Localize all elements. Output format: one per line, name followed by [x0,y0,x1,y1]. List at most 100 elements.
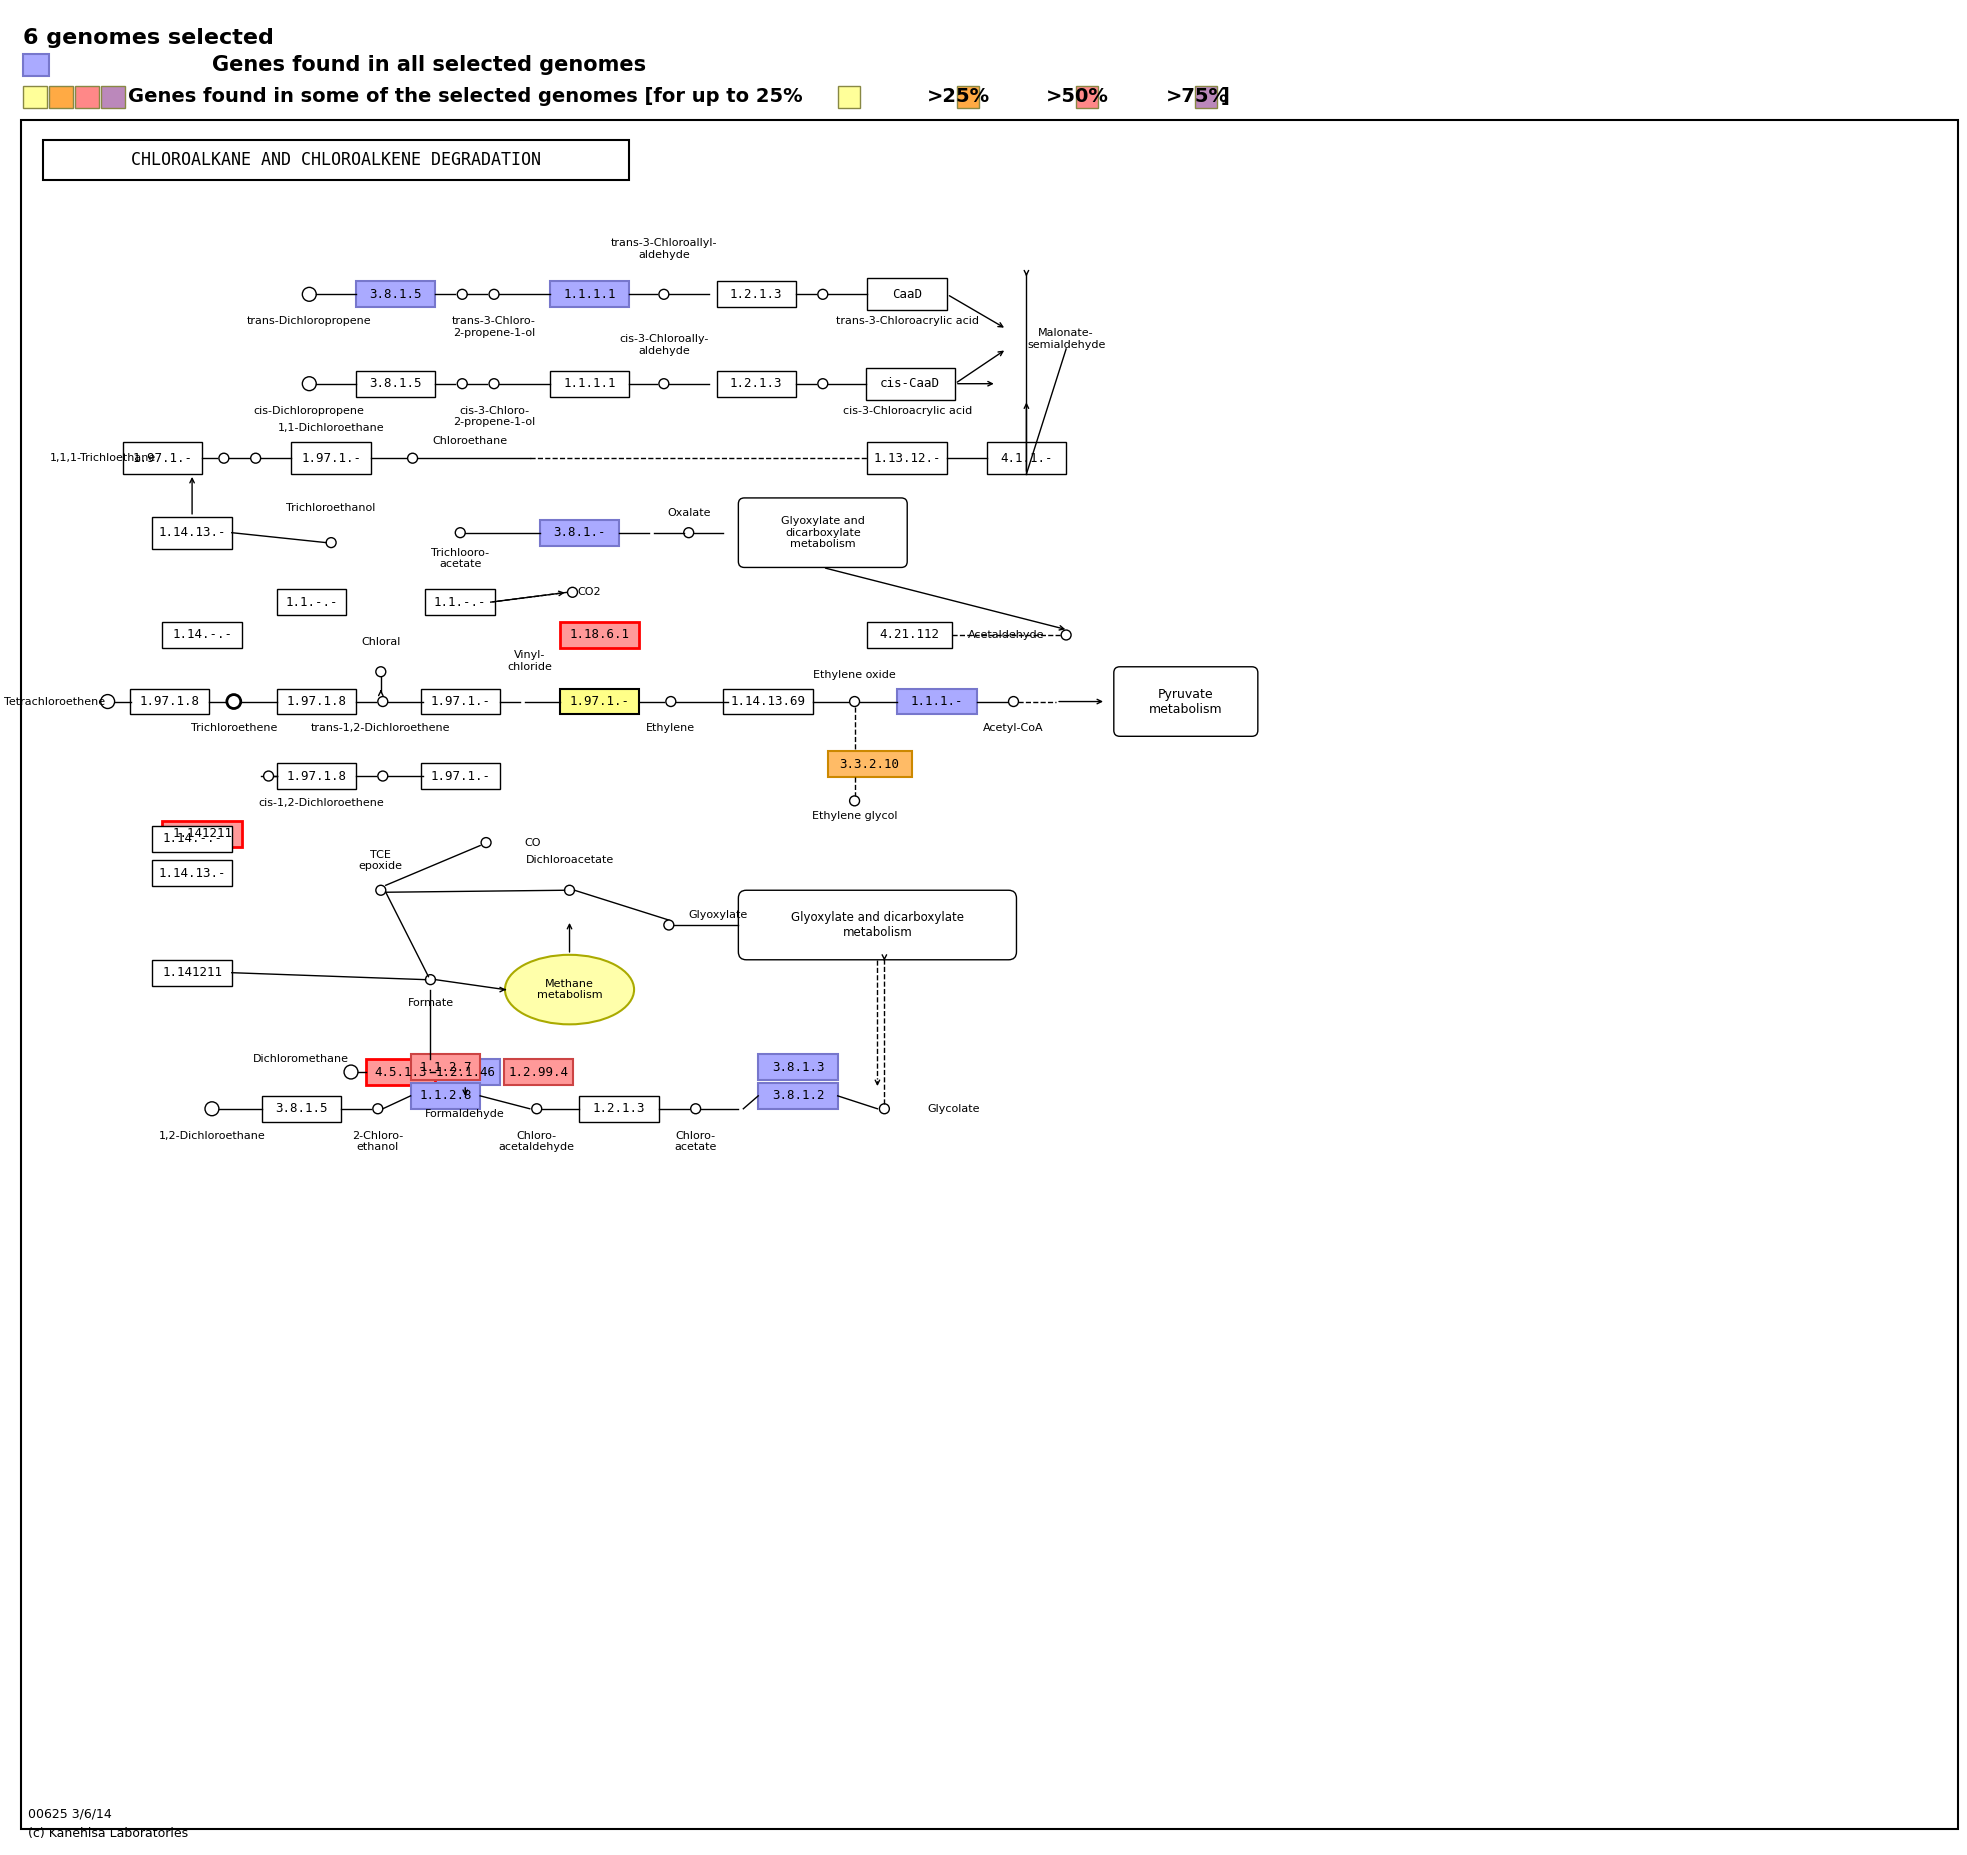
Circle shape [425,974,435,985]
Text: cis-3-Chloroally-
aldehyde: cis-3-Chloroally- aldehyde [620,334,708,356]
Text: Chloro-
acetate: Chloro- acetate [675,1130,716,1152]
Circle shape [218,453,228,464]
Text: 1.97.1.8: 1.97.1.8 [140,696,199,709]
Text: 1,1-Dichloroethane: 1,1-Dichloroethane [277,423,384,434]
Text: Trichlooro-
acetate: Trichlooro- acetate [431,547,490,569]
Text: 1.97.1.8: 1.97.1.8 [287,696,346,709]
Text: 1.2.1.3: 1.2.1.3 [730,377,783,390]
FancyBboxPatch shape [75,85,98,108]
Circle shape [850,796,860,805]
FancyBboxPatch shape [716,282,797,308]
FancyBboxPatch shape [291,441,372,475]
Circle shape [374,1104,384,1113]
Circle shape [376,885,386,896]
FancyBboxPatch shape [130,688,209,714]
FancyBboxPatch shape [151,861,232,887]
FancyBboxPatch shape [43,141,629,180]
Text: >25%: >25% [926,87,989,106]
Text: Formaldehyde: Formaldehyde [425,1109,506,1119]
Text: >50%: >50% [1046,87,1109,106]
Text: cis-3-Chloroacrylic acid: cis-3-Chloroacrylic acid [842,406,972,416]
Text: 3.8.1.5: 3.8.1.5 [275,1102,328,1115]
Circle shape [250,453,260,464]
Text: 4.21.112: 4.21.112 [879,629,938,642]
Text: 1.141211: 1.141211 [171,827,232,840]
Circle shape [327,538,336,547]
FancyBboxPatch shape [411,1054,480,1080]
Text: trans-3-Chloroallyl-
aldehyde: trans-3-Chloroallyl- aldehyde [610,237,718,260]
Circle shape [685,527,694,538]
Text: 1.141211: 1.141211 [161,966,222,979]
Text: Glycolate: Glycolate [926,1104,980,1113]
Circle shape [482,838,492,848]
Text: 1.97.1.-: 1.97.1.- [431,770,490,783]
Text: cis-3-Chloro-
2-propene-1-ol: cis-3-Chloro- 2-propene-1-ol [452,406,535,427]
Circle shape [303,288,317,301]
Circle shape [818,378,828,390]
FancyBboxPatch shape [724,688,812,714]
Circle shape [100,694,114,709]
Circle shape [659,289,669,299]
Circle shape [690,1104,700,1113]
FancyBboxPatch shape [580,1096,659,1122]
Circle shape [818,289,828,299]
FancyBboxPatch shape [151,518,232,549]
Text: Ethylene oxide: Ethylene oxide [812,670,895,679]
FancyBboxPatch shape [277,688,356,714]
FancyBboxPatch shape [277,590,346,616]
Text: 1,2-Dichloroethane: 1,2-Dichloroethane [159,1130,266,1141]
FancyBboxPatch shape [356,371,435,397]
Text: Genes found in some of the selected genomes [for up to 25%: Genes found in some of the selected geno… [128,87,803,106]
FancyBboxPatch shape [122,441,203,475]
FancyBboxPatch shape [987,441,1066,475]
FancyBboxPatch shape [828,751,913,777]
Text: Glyoxylate and dicarboxylate
metabolism: Glyoxylate and dicarboxylate metabolism [791,911,964,939]
Circle shape [407,453,417,464]
FancyBboxPatch shape [366,1059,435,1085]
Text: trans-3-Chloro-
2-propene-1-ol: trans-3-Chloro- 2-propene-1-ol [452,315,535,338]
FancyBboxPatch shape [559,621,639,647]
Text: CaaD: CaaD [893,288,923,301]
Text: 1.97.1.-: 1.97.1.- [301,453,362,466]
Circle shape [565,885,574,896]
FancyBboxPatch shape [738,890,1017,959]
Text: 3.8.1.5: 3.8.1.5 [370,377,423,390]
FancyBboxPatch shape [559,688,639,714]
Text: ]: ] [1222,87,1229,106]
Text: 2-Chloro-
ethanol: 2-Chloro- ethanol [352,1130,403,1152]
Text: CO2: CO2 [578,588,602,597]
Text: 3.8.1.3: 3.8.1.3 [771,1061,824,1074]
Circle shape [568,588,578,597]
Text: Trichloroethene: Trichloroethene [191,723,277,733]
Text: 1.97.1.-: 1.97.1.- [568,696,629,709]
Text: 1.2.1.3: 1.2.1.3 [730,288,783,301]
Circle shape [1060,631,1072,640]
Text: 1.97.1.-: 1.97.1.- [132,453,193,466]
FancyBboxPatch shape [867,441,946,475]
FancyBboxPatch shape [163,820,242,846]
Text: Genes found in all selected genomes: Genes found in all selected genomes [212,56,645,74]
Text: Glyoxylate and
dicarboxylate
metabolism: Glyoxylate and dicarboxylate metabolism [781,516,865,549]
Text: Formate: Formate [407,998,454,1007]
Text: 3.8.1.5: 3.8.1.5 [370,288,423,301]
Text: cis-CaaD: cis-CaaD [879,377,940,390]
FancyBboxPatch shape [956,85,980,108]
Text: 1.1.2.8: 1.1.2.8 [419,1089,472,1102]
FancyBboxPatch shape [356,282,435,308]
FancyBboxPatch shape [421,762,500,788]
Text: 1.13.12.-: 1.13.12.- [873,453,940,466]
Text: 1.2.1.46: 1.2.1.46 [435,1065,496,1078]
Text: Ethylene glycol: Ethylene glycol [812,811,897,820]
FancyBboxPatch shape [504,1059,574,1085]
FancyBboxPatch shape [411,1083,480,1109]
Text: CHLOROALKANE AND CHLOROALKENE DEGRADATION: CHLOROALKANE AND CHLOROALKENE DEGRADATIO… [132,152,541,169]
Text: Dichloromethane: Dichloromethane [254,1054,350,1065]
FancyBboxPatch shape [757,1083,838,1109]
FancyBboxPatch shape [757,1054,838,1080]
Circle shape [1009,697,1019,707]
Text: Chloro-
acetaldehyde: Chloro- acetaldehyde [500,1130,574,1152]
Circle shape [665,920,675,929]
Text: cis-Dichloropropene: cis-Dichloropropene [254,406,364,416]
Text: CO: CO [525,838,541,848]
Text: Ethylene: Ethylene [647,723,696,733]
